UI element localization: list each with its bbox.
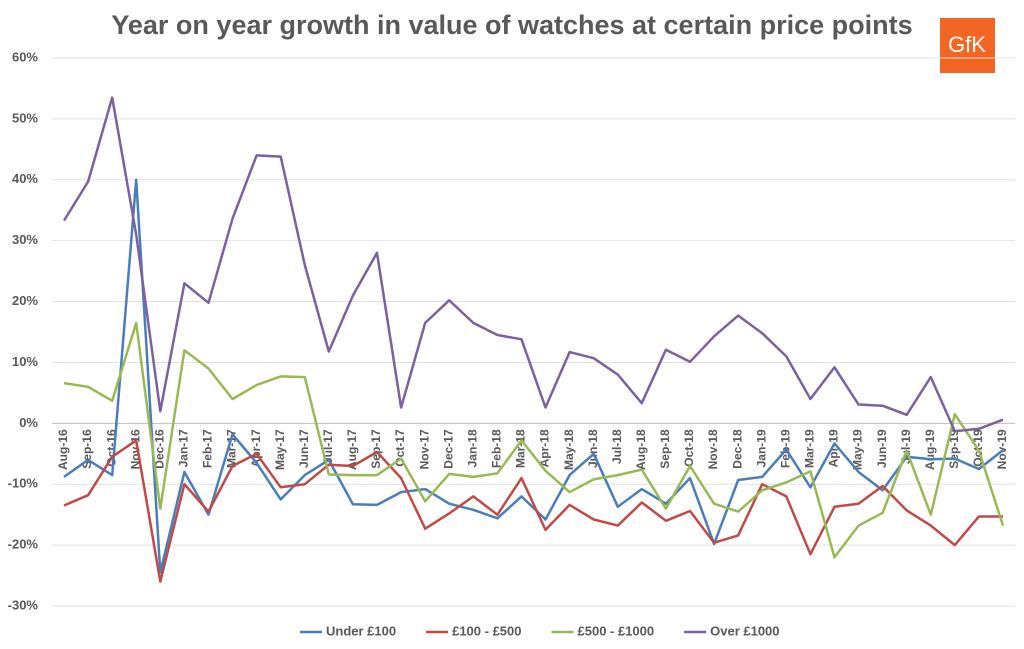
x-tick-label: Feb-19: [778, 429, 792, 468]
y-tick-label: 40%: [12, 171, 38, 186]
x-tick-label: Jul-18: [610, 429, 624, 464]
x-tick-label: Apr-19: [827, 429, 841, 467]
x-tick-label: Feb-17: [201, 429, 215, 468]
legend-label: £500 - £1000: [578, 623, 655, 638]
x-tick-label: Aug-16: [56, 429, 70, 470]
legend-label: Over £1000: [710, 623, 779, 638]
x-tick-label: Oct-17: [393, 429, 407, 467]
x-tick-label: Nov-17: [417, 429, 431, 469]
y-tick-label: -10%: [8, 476, 39, 491]
x-tick-label: May-17: [273, 429, 287, 470]
y-tick-label: 50%: [12, 110, 38, 125]
x-tick-label: Dec-16: [152, 429, 166, 469]
x-tick-label: Mar-19: [803, 429, 817, 468]
x-tick-label: May-19: [851, 429, 865, 470]
chart-title: Year on year growth in value of watches …: [111, 10, 912, 40]
x-tick-label: Mar-18: [514, 429, 528, 468]
x-tick-label: Jun-17: [297, 429, 311, 468]
x-tick-label: Dec-18: [730, 429, 744, 469]
x-tick-label: Aug-18: [634, 429, 648, 470]
x-tick-label: Jan-18: [465, 429, 479, 467]
x-tick-label: Sep-17: [369, 429, 383, 469]
x-tick-label: Sep-18: [658, 429, 672, 469]
y-tick-label: 10%: [12, 354, 38, 369]
series-line: [63, 178, 1004, 574]
x-tick-label: Dec-17: [441, 429, 455, 469]
y-tick-label: -30%: [8, 597, 39, 612]
y-tick-label: 30%: [12, 232, 38, 247]
x-tick-label: Nov-18: [706, 429, 720, 469]
legend-label: £100 - £500: [452, 623, 521, 638]
y-tick-label: 20%: [12, 293, 38, 308]
y-tick-label: -20%: [8, 537, 39, 552]
y-tick-label: 60%: [12, 49, 38, 64]
x-tick-label: Feb-18: [490, 429, 504, 468]
x-tick-label: Jun-19: [875, 429, 889, 468]
x-tick-label: Sep-16: [80, 429, 94, 469]
y-tick-label: 0%: [19, 415, 38, 430]
legend-label: Under £100: [326, 623, 396, 638]
series-line: [63, 321, 1005, 559]
x-tick-label: Oct-18: [682, 429, 696, 467]
x-tick-label: May-18: [562, 429, 576, 470]
x-tick-label: Jan-19: [754, 429, 768, 467]
logo: GfK: [948, 32, 986, 57]
x-tick-label: Apr-18: [538, 429, 552, 467]
x-tick-label: Aug-17: [345, 429, 359, 470]
x-tick-label: Aug-19: [923, 429, 937, 470]
x-tick-label: Jan-17: [177, 429, 191, 467]
logo-box: [940, 18, 995, 73]
series-line: [62, 96, 1004, 433]
series-line: [63, 439, 1003, 583]
